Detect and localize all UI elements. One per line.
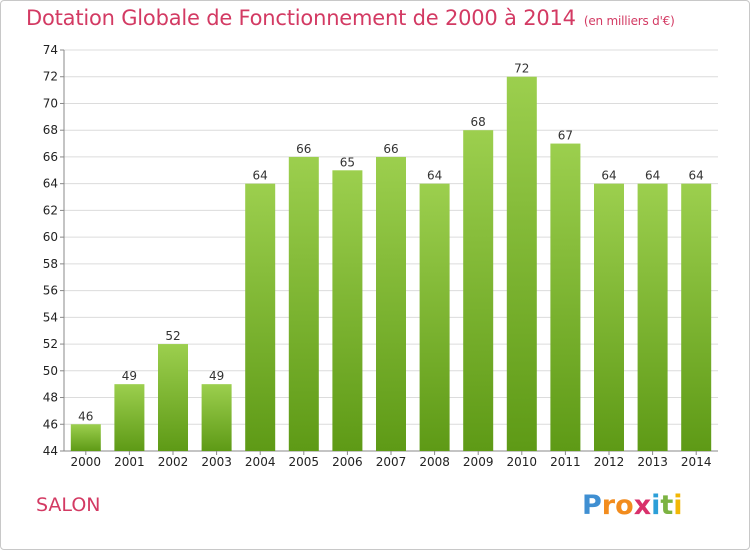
bar-value-label: 66 — [383, 142, 398, 156]
bar — [463, 130, 494, 451]
chart-title: Dotation Globale de Fonctionnement de 20… — [26, 6, 675, 30]
y-tick-label: 46 — [43, 417, 58, 431]
bar — [419, 183, 450, 451]
bar-value-label: 64 — [645, 169, 660, 183]
logo-letter: r — [601, 490, 616, 521]
x-tick-label: 2013 — [637, 455, 668, 469]
bar — [114, 384, 145, 451]
y-tick-label: 66 — [43, 150, 58, 164]
x-tick-label: 2003 — [201, 455, 232, 469]
y-tick-label: 60 — [43, 230, 58, 244]
chart-title-text: Dotation Globale de Fonctionnement de 20… — [26, 6, 576, 30]
bar — [70, 424, 101, 451]
bar-value-label: 67 — [558, 129, 573, 143]
x-tick-label: 2005 — [289, 455, 320, 469]
y-tick-label: 48 — [43, 391, 58, 405]
bar — [506, 76, 537, 451]
bar-value-label: 68 — [471, 115, 486, 129]
bar — [550, 143, 581, 452]
x-tick-label: 2010 — [507, 455, 538, 469]
logo-letter: i — [651, 490, 661, 521]
x-tick-label: 2011 — [550, 455, 581, 469]
bar — [201, 384, 232, 451]
y-tick-label: 72 — [43, 70, 58, 84]
bar — [332, 170, 363, 452]
y-tick-label: 64 — [43, 177, 58, 191]
chart-unit: (en milliers d'€) — [583, 14, 675, 28]
bar — [637, 183, 668, 451]
bar — [288, 156, 319, 451]
x-tick-label: 2006 — [332, 455, 363, 469]
x-tick-label: 2000 — [71, 455, 102, 469]
bar-value-label: 66 — [296, 142, 311, 156]
y-tick-label: 56 — [43, 284, 58, 298]
bar-value-label: 46 — [78, 409, 93, 423]
bar — [376, 156, 406, 451]
y-tick-label: 74 — [43, 43, 58, 57]
x-tick-label: 2004 — [245, 455, 276, 469]
proxiti-logo: Proxiti — [582, 490, 683, 521]
x-tick-label: 2009 — [463, 455, 494, 469]
y-tick-label: 52 — [43, 337, 58, 351]
logo-letter: o — [615, 490, 634, 521]
y-tick-label: 62 — [43, 203, 58, 217]
logo-letter: P — [582, 490, 602, 521]
bar-value-label: 64 — [427, 169, 442, 183]
x-tick-label: 2002 — [158, 455, 189, 469]
y-tick-label: 58 — [43, 257, 58, 271]
x-tick-label: 2012 — [594, 455, 625, 469]
bar — [681, 183, 712, 451]
x-tick-label: 2007 — [376, 455, 407, 469]
bar-value-label: 72 — [514, 62, 529, 76]
bar — [158, 344, 188, 451]
bar-value-label: 64 — [601, 169, 616, 183]
x-tick-label: 2008 — [419, 455, 450, 469]
logo-letter: t — [660, 490, 674, 521]
bar-value-label: 64 — [689, 169, 704, 183]
y-tick-label: 70 — [43, 96, 58, 110]
bar — [594, 183, 624, 451]
y-tick-label: 54 — [43, 310, 58, 324]
y-tick-label: 44 — [43, 444, 58, 458]
bar-value-label: 65 — [340, 155, 355, 169]
x-tick-label: 2014 — [681, 455, 712, 469]
bar-value-label: 52 — [165, 329, 180, 343]
y-tick-label: 68 — [43, 123, 58, 137]
logo-letter: i — [673, 490, 683, 521]
bar-value-label: 49 — [122, 369, 137, 383]
logo-letter: x — [633, 490, 652, 521]
bar — [245, 183, 276, 451]
place-name: SALON — [36, 494, 101, 516]
x-tick-label: 2001 — [114, 455, 145, 469]
bar-value-label: 64 — [253, 169, 268, 183]
y-tick-label: 50 — [43, 364, 58, 378]
bar-value-label: 49 — [209, 369, 224, 383]
